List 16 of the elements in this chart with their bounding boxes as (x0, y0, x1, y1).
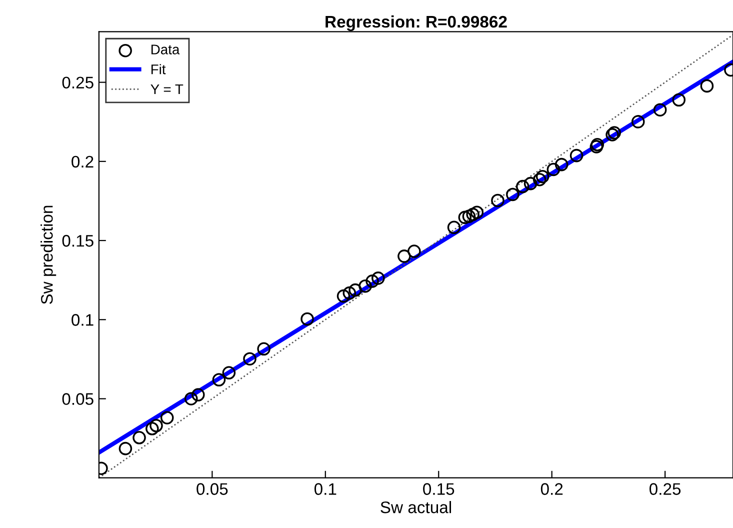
x-tick-label: 0.25 (650, 483, 681, 495)
legend-label: Data (151, 44, 180, 54)
y-tick-label: 0.05 (62, 393, 94, 405)
x-tick-label: 0.15 (423, 483, 454, 495)
y-tick-label: 0.15 (62, 234, 94, 247)
x-tick-label: 0.2 (540, 483, 563, 495)
y-tick-label: 0.1 (72, 314, 94, 326)
y-axis-title: Sw prediction (40, 206, 56, 304)
x-tick-label: 0.05 (196, 483, 228, 495)
x-tick-label: 0.1 (314, 483, 336, 495)
chart-title: Regression: R=0.99862 (326, 15, 507, 32)
y-tick-label: 0.2 (72, 156, 94, 168)
legend-label: Y = T (150, 84, 184, 94)
legend-label: Fit (151, 64, 166, 74)
x-axis-title: Sw actual (380, 501, 451, 514)
y-tick-label: 0.25 (62, 76, 94, 89)
